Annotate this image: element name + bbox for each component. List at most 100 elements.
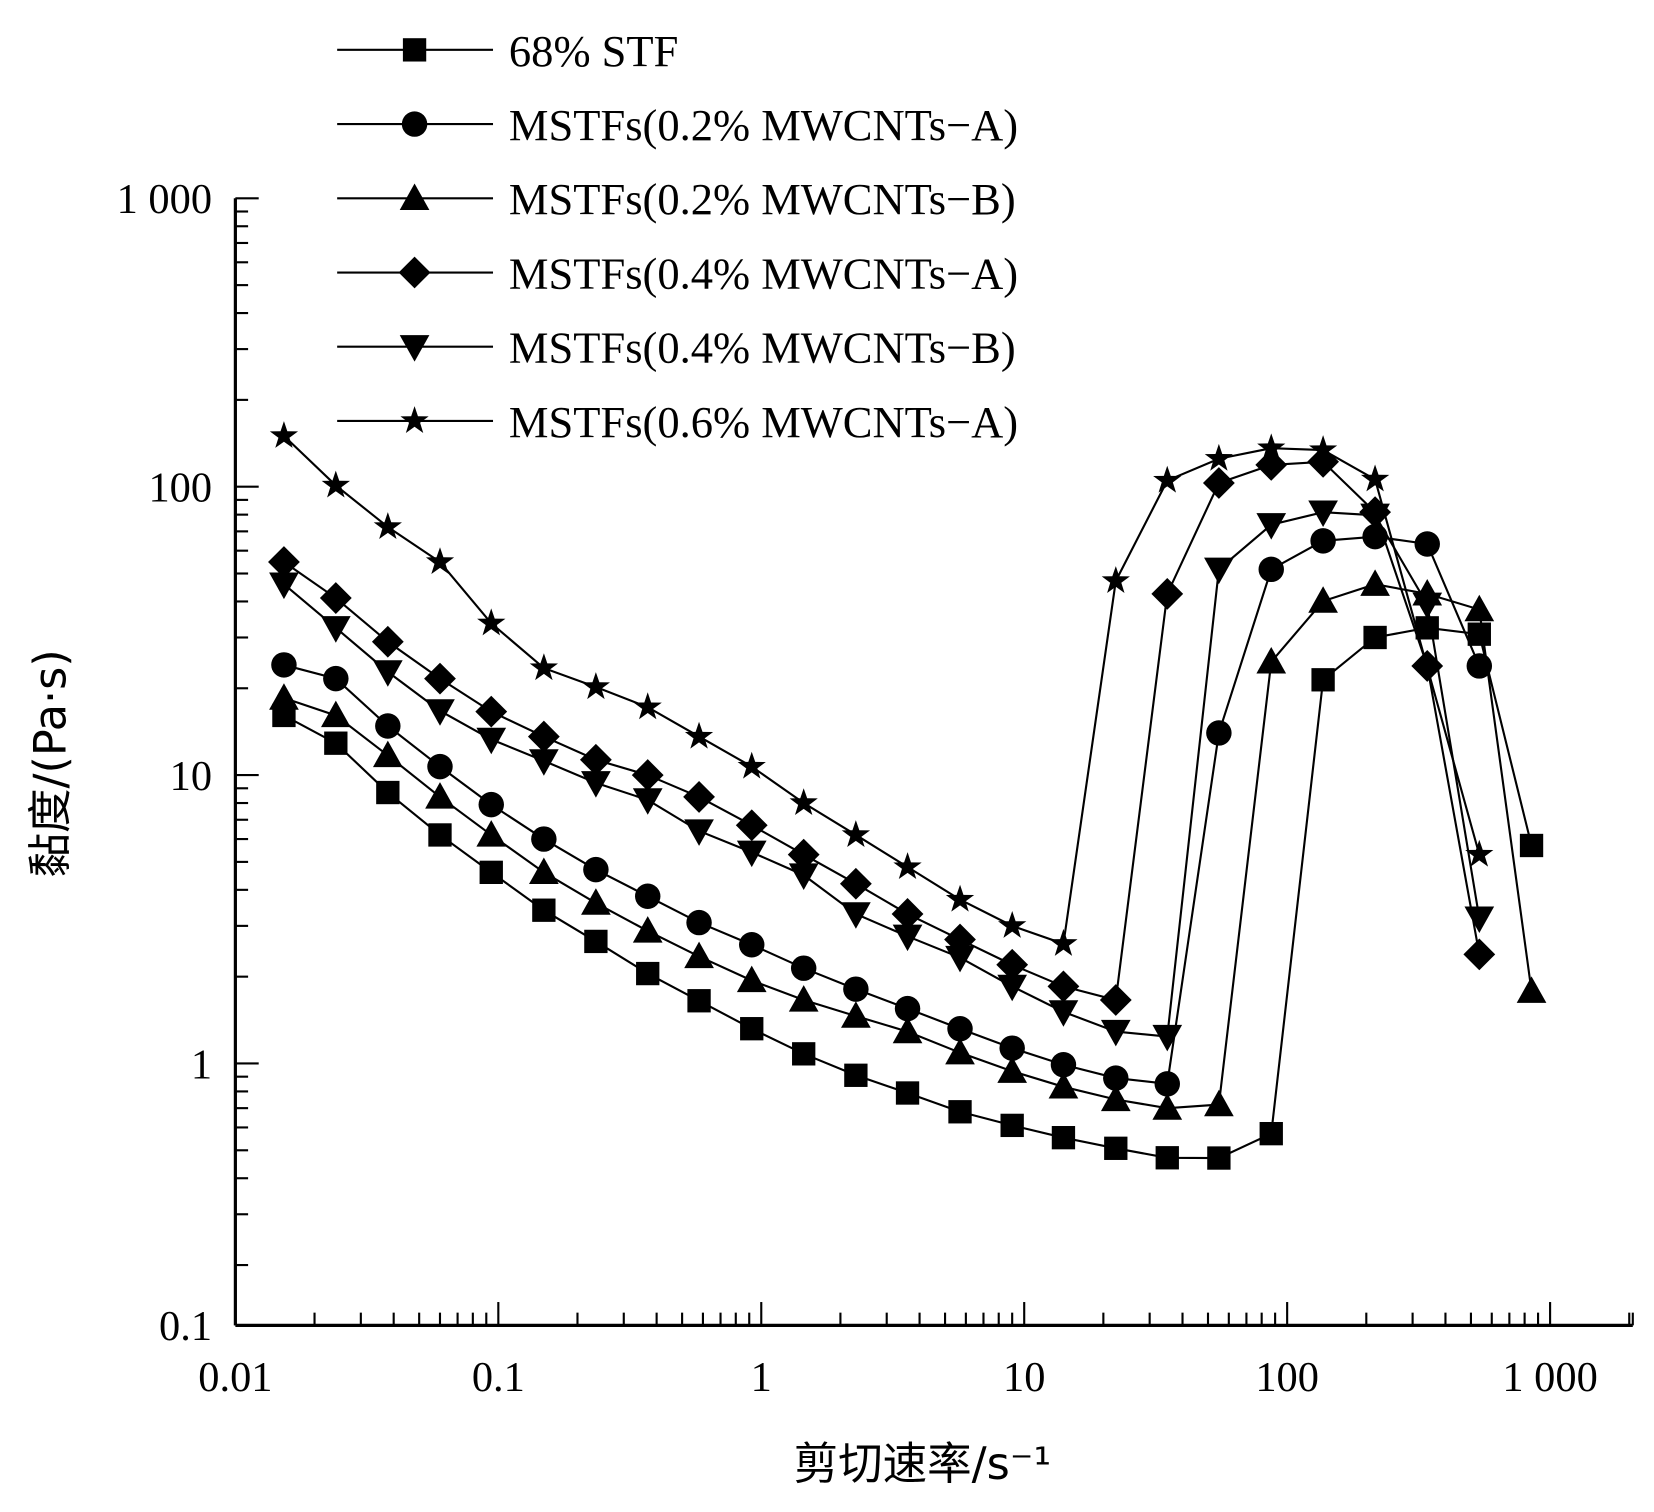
marker-triangle-up <box>736 965 767 993</box>
marker-square <box>1519 833 1544 858</box>
marker-circle <box>1414 531 1440 557</box>
marker-circle <box>999 1035 1025 1061</box>
marker-star <box>269 421 299 448</box>
marker-circle <box>843 976 869 1002</box>
series-square <box>272 616 1544 1170</box>
series-layer <box>268 421 1547 1170</box>
marker-square <box>1155 1146 1179 1170</box>
marker-square <box>844 1063 868 1087</box>
marker-star <box>633 692 662 720</box>
legend-label: MSTFs(0.4% MWCNTs−A) <box>509 248 1018 298</box>
marker-circle <box>271 652 297 678</box>
marker-square <box>1207 1146 1231 1170</box>
series-star <box>269 421 1494 956</box>
y-tick-label: 1 <box>191 1041 212 1088</box>
y-tick-label: 100 <box>148 465 212 512</box>
marker-triangle-up <box>529 857 559 885</box>
marker-circle <box>323 665 349 692</box>
marker-diamond <box>735 809 768 842</box>
marker-triangle-down <box>945 945 975 973</box>
series-circle <box>271 523 1493 1097</box>
marker-diamond <box>1047 970 1080 1003</box>
marker-square <box>636 961 660 986</box>
marker-triangle-up <box>1152 1093 1183 1120</box>
legend-item: MSTFs(0.2% MWCNTs−B) <box>337 174 1016 224</box>
marker-triangle-down <box>1152 1024 1183 1052</box>
marker-triangle-up <box>320 700 351 728</box>
marker-square <box>948 1100 972 1124</box>
legend-label: MSTFs(0.2% MWCNTs−A) <box>509 100 1018 150</box>
legend-item: MSTFs(0.6% MWCNTs−A) <box>337 397 1018 447</box>
marker-triangle-down <box>1360 503 1390 531</box>
marker-triangle-up <box>945 1037 975 1065</box>
marker-circle <box>947 1015 973 1042</box>
marker-triangle-up <box>269 683 299 710</box>
marker-triangle-down <box>1464 906 1495 934</box>
marker-star <box>841 820 871 847</box>
marker-triangle-down <box>1256 513 1287 540</box>
marker-circle <box>894 995 921 1022</box>
marker-square <box>324 731 348 755</box>
marker-square <box>584 929 608 954</box>
marker-triangle-down <box>1412 592 1443 620</box>
marker-diamond <box>527 720 560 753</box>
x-tick-label: 0.1 <box>472 1354 525 1401</box>
marker-diamond <box>371 625 404 658</box>
marker-triangle-up <box>1204 1089 1234 1117</box>
marker-diamond <box>683 781 715 813</box>
x-tick-label: 10 <box>1003 1354 1045 1401</box>
marker-triangle-down <box>476 727 507 755</box>
marker-star <box>581 672 610 700</box>
marker-circle <box>531 826 557 852</box>
marker-star <box>1360 464 1390 492</box>
marker-circle <box>739 932 765 958</box>
marker-square <box>1467 622 1491 646</box>
marker-star <box>425 547 455 575</box>
marker-triangle-down <box>372 660 403 687</box>
marker-diamond <box>424 662 456 695</box>
marker-square <box>1311 668 1335 692</box>
marker-triangle-down <box>1204 557 1234 585</box>
marker-star <box>998 911 1027 938</box>
marker-triangle-down <box>997 974 1028 1002</box>
marker-triangle-down <box>632 788 663 815</box>
marker-circle <box>790 955 817 981</box>
x-axis-title: 剪切速率/s⁻¹ <box>794 1438 1052 1490</box>
marker-star <box>684 721 714 749</box>
x-tick-label: 0.01 <box>198 1354 272 1401</box>
marker-diamond <box>1463 938 1496 971</box>
marker-star <box>321 470 350 498</box>
marker-diamond <box>1099 984 1132 1016</box>
marker-square <box>1259 1121 1283 1146</box>
marker-square <box>792 1042 816 1066</box>
marker-diamond <box>475 695 508 728</box>
marker-star <box>893 852 922 879</box>
marker-circle <box>375 713 401 739</box>
legend-item: MSTFs(0.2% MWCNTs−A) <box>337 100 1018 150</box>
marker-square <box>1104 1136 1128 1160</box>
legend-item: 68% STF <box>337 26 678 76</box>
marker-triangle-up <box>425 782 455 809</box>
y-tick-label: 0.1 <box>159 1303 212 1350</box>
marker-diamond <box>398 256 431 289</box>
marker-diamond <box>1151 577 1184 610</box>
marker-star <box>945 884 975 912</box>
series-triangle-up <box>269 569 1547 1120</box>
marker-circle <box>478 791 504 818</box>
x-tick-label: 100 <box>1255 1354 1319 1401</box>
marker-star <box>400 406 429 433</box>
marker-diamond <box>319 582 352 614</box>
marker-star <box>1465 839 1494 867</box>
marker-triangle-up <box>1516 976 1547 1003</box>
legend-item: MSTFs(0.4% MWCNTs−B) <box>337 323 1016 373</box>
marker-star <box>737 751 766 779</box>
marker-circle <box>1310 528 1336 554</box>
x-tick-label: 1 <box>751 1354 772 1401</box>
marker-triangle-up <box>1256 646 1287 674</box>
marker-diamond <box>891 898 924 930</box>
marker-star <box>1257 433 1286 461</box>
marker-diamond <box>1202 467 1235 499</box>
y-axis-title: 黏度/(Pa·s) <box>25 649 77 877</box>
marker-triangle-down <box>684 819 714 846</box>
